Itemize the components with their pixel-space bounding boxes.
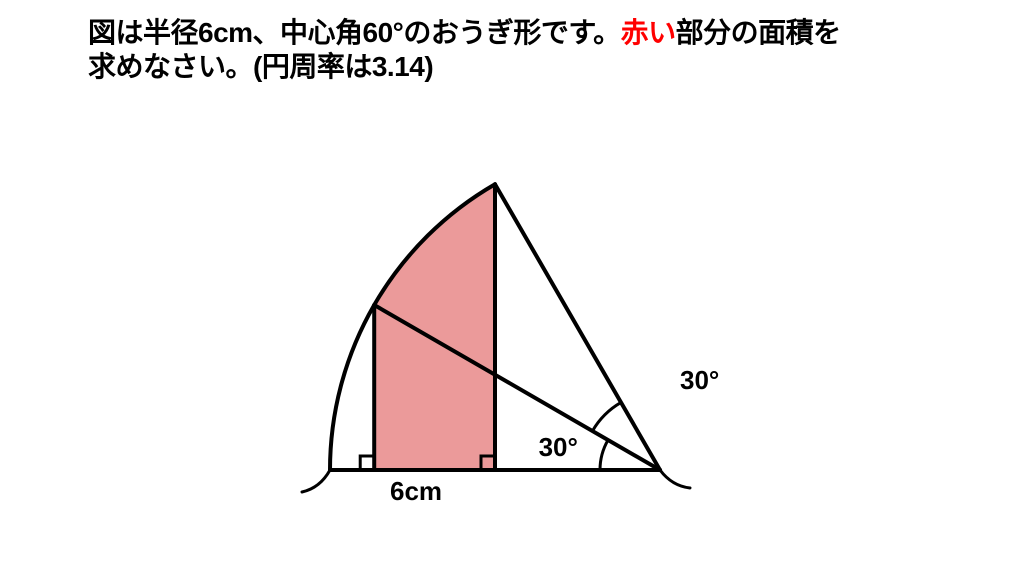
angle-label-upper: 30° bbox=[680, 365, 719, 396]
problem-statement: 図は半径6cm、中心角60°のおうぎ形です。赤い部分の面積を求めなさい。(円周率… bbox=[88, 16, 841, 84]
tick-right bbox=[660, 470, 690, 488]
geometry-diagram bbox=[260, 150, 760, 550]
angle-label-lower: 30° bbox=[539, 432, 578, 463]
right-angle-mark bbox=[360, 456, 374, 470]
angle-arc-upper bbox=[592, 402, 621, 431]
tick-left bbox=[302, 470, 330, 492]
radius-upper bbox=[495, 184, 660, 470]
diagram-container: 30° 30° 6cm bbox=[260, 150, 760, 550]
angle-arc-lower bbox=[600, 440, 608, 470]
base-length-label: 6cm bbox=[390, 476, 442, 507]
